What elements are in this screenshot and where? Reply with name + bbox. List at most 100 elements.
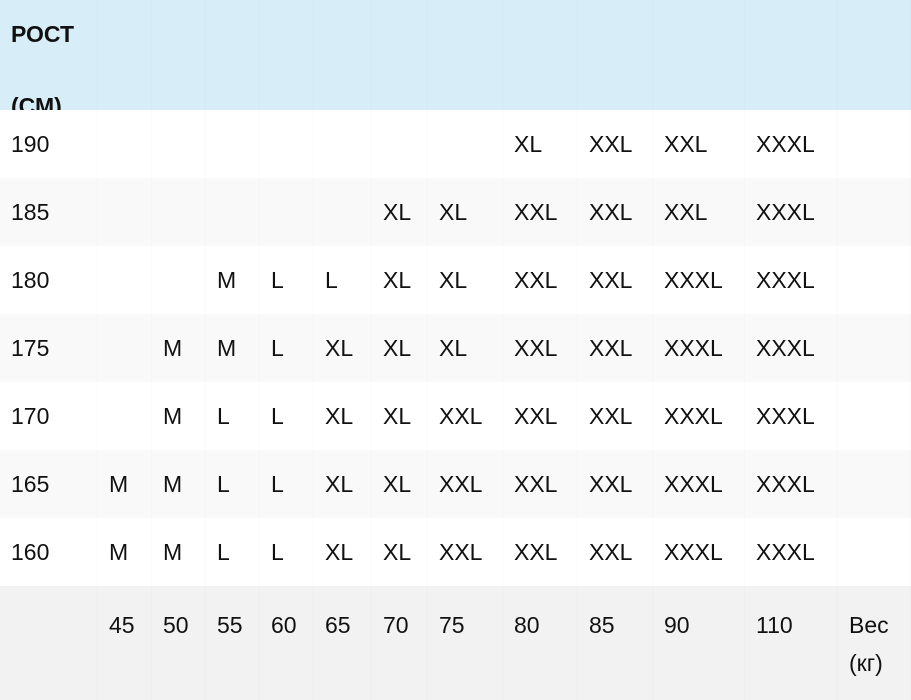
weight-cell: 90 — [653, 586, 745, 700]
size-cell — [838, 246, 911, 314]
row-height-cell: 190 — [0, 110, 98, 178]
size-cell: XXXL — [653, 382, 745, 450]
row-height-cell: 175 — [0, 314, 98, 382]
size-cell: XXL — [578, 450, 653, 518]
row-height-cell: 180 — [0, 246, 98, 314]
size-cell: XXXL — [745, 382, 838, 450]
size-cell: L — [260, 246, 314, 314]
row-height-cell: 165 — [0, 450, 98, 518]
size-cell: XXXL — [745, 246, 838, 314]
size-cell: XXXL — [653, 246, 745, 314]
size-cell: XXL — [503, 178, 578, 246]
size-cell: XXL — [503, 246, 578, 314]
row-height-cell: 170 — [0, 382, 98, 450]
size-cell — [152, 110, 206, 178]
size-cell — [838, 178, 911, 246]
weight-cell: 80 — [503, 586, 578, 700]
size-cell — [98, 246, 152, 314]
size-cell: XL — [314, 518, 372, 586]
header-cell — [503, 0, 578, 110]
size-cell — [314, 178, 372, 246]
size-cell: XL — [372, 178, 428, 246]
size-cell: XL — [314, 382, 372, 450]
size-cell: M — [206, 246, 260, 314]
size-cell: XXL — [428, 450, 503, 518]
weight-cell: 50 — [152, 586, 206, 700]
size-cell: L — [206, 382, 260, 450]
size-cell: XXL — [503, 518, 578, 586]
size-cell: XXL — [503, 450, 578, 518]
size-cell — [372, 110, 428, 178]
size-cell — [838, 518, 911, 586]
size-cell: XXXL — [653, 450, 745, 518]
size-cell: XXL — [578, 518, 653, 586]
size-cell: XXL — [578, 246, 653, 314]
size-cell — [314, 110, 372, 178]
header-cell — [745, 0, 838, 110]
size-cell — [152, 246, 206, 314]
size-cell: XXL — [503, 314, 578, 382]
size-cell: L — [206, 450, 260, 518]
row-height-cell: 160 — [0, 518, 98, 586]
header-cell — [372, 0, 428, 110]
weight-cell: 55 — [206, 586, 260, 700]
header-cell — [838, 0, 911, 110]
size-cell — [260, 178, 314, 246]
size-cell: XXL — [428, 518, 503, 586]
size-cell: M — [98, 518, 152, 586]
size-cell: M — [98, 450, 152, 518]
size-cell: XXL — [578, 382, 653, 450]
size-cell — [428, 110, 503, 178]
header-cell — [152, 0, 206, 110]
size-cell: XL — [428, 314, 503, 382]
header-cell — [98, 0, 152, 110]
size-cell: L — [260, 382, 314, 450]
size-cell — [98, 382, 152, 450]
size-cell: XL — [503, 110, 578, 178]
weight-cell: 65 — [314, 586, 372, 700]
weight-label: (кг) — [849, 650, 883, 676]
size-cell: XXL — [578, 314, 653, 382]
size-cell — [98, 178, 152, 246]
weight-cell: 85 — [578, 586, 653, 700]
size-cell: XL — [314, 450, 372, 518]
size-cell: XXXL — [745, 110, 838, 178]
size-cell — [838, 314, 911, 382]
header-label: РОСТ — [11, 21, 75, 47]
size-cell — [98, 314, 152, 382]
size-cell: L — [260, 314, 314, 382]
size-cell: XL — [428, 178, 503, 246]
size-cell: L — [260, 450, 314, 518]
size-cell: XXL — [653, 178, 745, 246]
size-cell: M — [152, 518, 206, 586]
size-cell: M — [152, 450, 206, 518]
footer-empty-cell — [0, 586, 98, 700]
weight-cell: 60 — [260, 586, 314, 700]
weight-cell: 75 — [428, 586, 503, 700]
size-cell: XL — [372, 382, 428, 450]
size-cell: M — [152, 382, 206, 450]
size-cell — [838, 110, 911, 178]
size-cell: M — [206, 314, 260, 382]
weight-cell: 45 — [98, 586, 152, 700]
size-cell: XL — [428, 246, 503, 314]
size-cell: XL — [314, 314, 372, 382]
size-cell: XXL — [503, 382, 578, 450]
weight-column-label: Вес (кг) — [838, 586, 911, 700]
size-cell — [98, 110, 152, 178]
weight-cell: 110 — [745, 586, 838, 700]
size-cell: XXL — [653, 110, 745, 178]
weight-label: Вес — [849, 612, 889, 638]
size-cell — [152, 178, 206, 246]
size-cell: L — [314, 246, 372, 314]
size-cell: L — [260, 518, 314, 586]
header-cell — [428, 0, 503, 110]
height-column-header: РОСТ (СМ) — [0, 0, 98, 119]
weight-cell: 70 — [372, 586, 428, 700]
size-cell: XXXL — [653, 314, 745, 382]
size-cell: XXL — [578, 110, 653, 178]
size-cell — [838, 382, 911, 450]
header-cell — [578, 0, 653, 110]
size-cell: XL — [372, 246, 428, 314]
